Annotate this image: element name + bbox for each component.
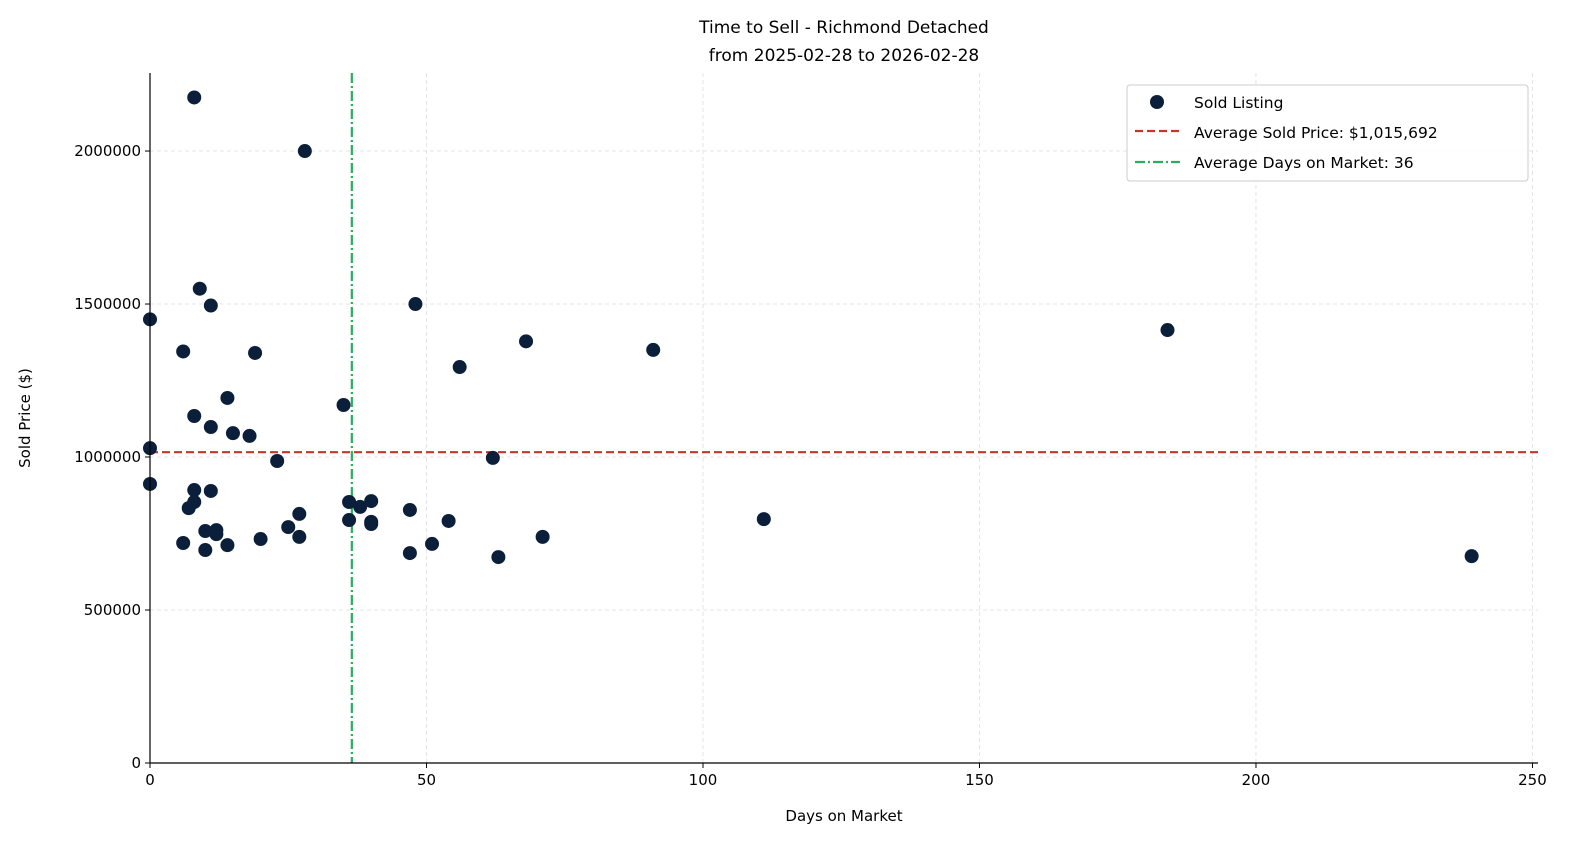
data-point — [198, 543, 213, 558]
legend: Sold Listing Average Sold Price: $1,015,… — [1126, 84, 1529, 182]
x-tick-label: 250 — [1518, 771, 1547, 789]
data-points — [143, 90, 1479, 565]
data-point — [452, 360, 467, 375]
data-point — [485, 450, 500, 465]
data-point — [203, 420, 218, 435]
data-point — [342, 513, 357, 528]
data-point — [297, 144, 312, 159]
data-point — [646, 342, 661, 357]
y-tick-label: 2000000 — [74, 142, 141, 160]
data-point — [402, 502, 417, 517]
x-tick-label: 0 — [145, 771, 155, 789]
data-point — [176, 535, 191, 550]
data-point — [198, 524, 213, 539]
data-point — [1160, 323, 1175, 338]
data-point — [756, 512, 771, 527]
chart-title: Time to Sell - Richmond Detached — [698, 18, 989, 38]
data-point — [292, 506, 307, 521]
x-tick-label: 100 — [689, 771, 718, 789]
y-tick-label: 500000 — [84, 601, 141, 619]
data-point — [220, 390, 235, 405]
data-point — [364, 494, 379, 509]
y-tick-label: 0 — [131, 754, 141, 772]
data-point — [441, 513, 456, 528]
data-point — [176, 344, 191, 359]
data-point — [187, 90, 202, 105]
data-point — [364, 517, 379, 532]
data-point — [225, 426, 240, 441]
data-point — [181, 501, 196, 516]
x-tick-label: 50 — [417, 771, 436, 789]
data-point — [203, 483, 218, 498]
data-point — [425, 536, 440, 551]
data-point — [253, 532, 268, 547]
data-point — [292, 529, 307, 544]
y-axis-label: Sold Price ($) — [16, 368, 34, 468]
data-point — [535, 529, 550, 544]
y-tick-label: 1000000 — [74, 448, 141, 466]
legend-marker-sold-listing — [1150, 95, 1164, 109]
data-point — [192, 281, 207, 296]
legend-label-avg-days: Average Days on Market: 36 — [1194, 154, 1414, 172]
data-point — [336, 397, 351, 412]
data-point — [242, 428, 257, 443]
data-point — [402, 546, 417, 561]
data-point — [270, 453, 285, 468]
data-point — [491, 550, 506, 565]
data-point — [281, 520, 296, 535]
legend-label-sold-listing: Sold Listing — [1194, 94, 1283, 112]
data-point — [220, 538, 235, 553]
data-point — [248, 345, 263, 360]
data-point — [203, 298, 218, 313]
data-point — [342, 494, 357, 509]
chart-subtitle: from 2025-02-28 to 2026-02-28 — [709, 46, 979, 66]
data-point — [1464, 549, 1479, 564]
x-axis-label: Days on Market — [785, 807, 902, 825]
data-point — [353, 499, 368, 514]
data-point — [408, 297, 423, 312]
reference-lines — [150, 73, 1538, 763]
x-tick-label: 150 — [965, 771, 994, 789]
data-point — [209, 527, 224, 542]
y-tick-label: 1500000 — [74, 295, 141, 313]
data-point — [187, 409, 202, 424]
x-tick-label: 200 — [1242, 771, 1271, 789]
data-point — [187, 483, 202, 498]
data-point — [519, 334, 534, 349]
legend-label-avg-price: Average Sold Price: $1,015,692 — [1194, 124, 1438, 142]
ticks: 0 50 100 150 200 250 0 500000 1000000 1500000 2000… — [74, 142, 1547, 789]
